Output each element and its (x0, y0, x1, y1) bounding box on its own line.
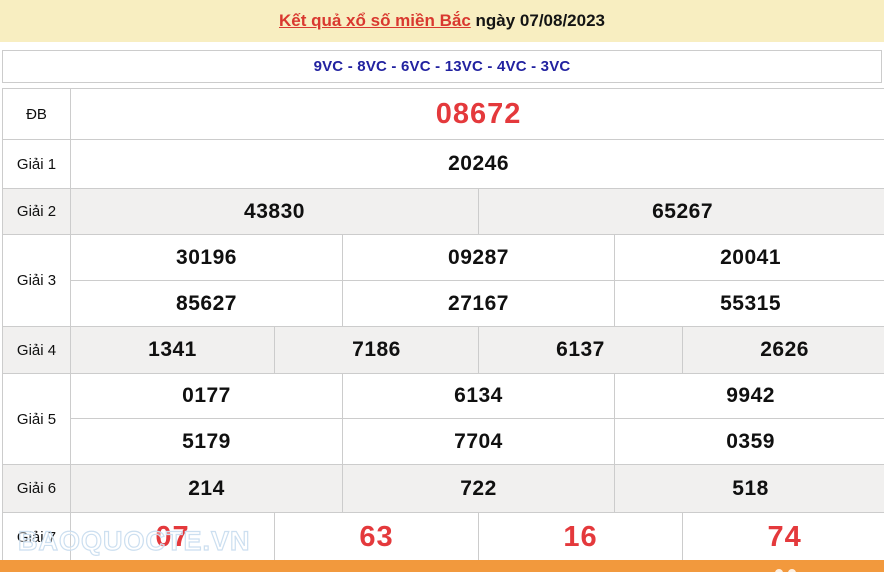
table-row-db: ĐB 08672 (3, 89, 884, 140)
footer-partial-glyph (775, 569, 783, 577)
table-row-g4: Giải 4 1341 7186 6137 2626 (3, 327, 884, 374)
prize-value: 6137 (479, 327, 683, 374)
prize-value: 09287 (343, 235, 615, 281)
prize-value: 7704 (343, 419, 615, 465)
prize-value: 9942 (615, 374, 884, 419)
prize-value: 722 (343, 465, 615, 513)
prize-label: Giải 4 (3, 327, 71, 374)
prize-value: 08672 (71, 89, 884, 140)
prize-value: 7186 (275, 327, 479, 374)
prize-value: 214 (71, 465, 343, 513)
prize-label: Giải 7 (3, 513, 71, 562)
table-row-g2: Giải 2 43830 65267 (3, 189, 884, 235)
results-date: ngày 07/08/2023 (471, 11, 605, 31)
table-row-g3b: 85627 27167 55315 (3, 281, 884, 327)
prize-value: 1341 (71, 327, 275, 374)
prize-value: 63 (275, 513, 479, 562)
prize-value: 16 (479, 513, 683, 562)
table-row-g3a: Giải 3 30196 09287 20041 (3, 235, 884, 281)
prize-value: 6134 (343, 374, 615, 419)
prize-value: 74 (683, 513, 884, 562)
table-row-g7: Giải 7 07 63 16 74 (3, 513, 884, 562)
prize-label: Giải 3 (3, 235, 71, 327)
prize-value: 20246 (71, 140, 884, 189)
prize-label: Giải 2 (3, 189, 71, 235)
prize-label: Giải 1 (3, 140, 71, 189)
prize-value: 20041 (615, 235, 884, 281)
prize-value: 5179 (71, 419, 343, 465)
prize-label: Giải 5 (3, 374, 71, 465)
prize-value: 65267 (479, 189, 884, 235)
table-row-g5b: 5179 7704 0359 (3, 419, 884, 465)
footer-bar (0, 560, 884, 572)
prize-value: 0177 (71, 374, 343, 419)
prize-value: 27167 (343, 281, 615, 327)
table-row-g1: Giải 1 20246 (3, 140, 884, 189)
results-table: ĐB 08672 Giải 1 20246 Giải 2 43830 65267… (2, 88, 884, 562)
prize-value: 30196 (71, 235, 343, 281)
prize-value: 85627 (71, 281, 343, 327)
prize-label: Giải 6 (3, 465, 71, 513)
prize-value: 518 (615, 465, 884, 513)
prize-label: ĐB (3, 89, 71, 140)
prize-value: 2626 (683, 327, 884, 374)
table-row-g5a: Giải 5 0177 6134 9942 (3, 374, 884, 419)
results-header: Kết quả xổ số miền Bắc ngày 07/08/2023 (0, 0, 884, 42)
vc-codes-box: 9VC - 8VC - 6VC - 13VC - 4VC - 3VC (2, 50, 882, 83)
prize-value: 0359 (615, 419, 884, 465)
table-row-g6: Giải 6 214 722 518 (3, 465, 884, 513)
vc-codes-text: 9VC - 8VC - 6VC - 13VC - 4VC - 3VC (314, 58, 571, 75)
prize-value: 55315 (615, 281, 884, 327)
prize-value: 43830 (71, 189, 479, 235)
results-title-link[interactable]: Kết quả xổ số miền Bắc (279, 11, 471, 31)
prize-value: 07 (71, 513, 275, 562)
